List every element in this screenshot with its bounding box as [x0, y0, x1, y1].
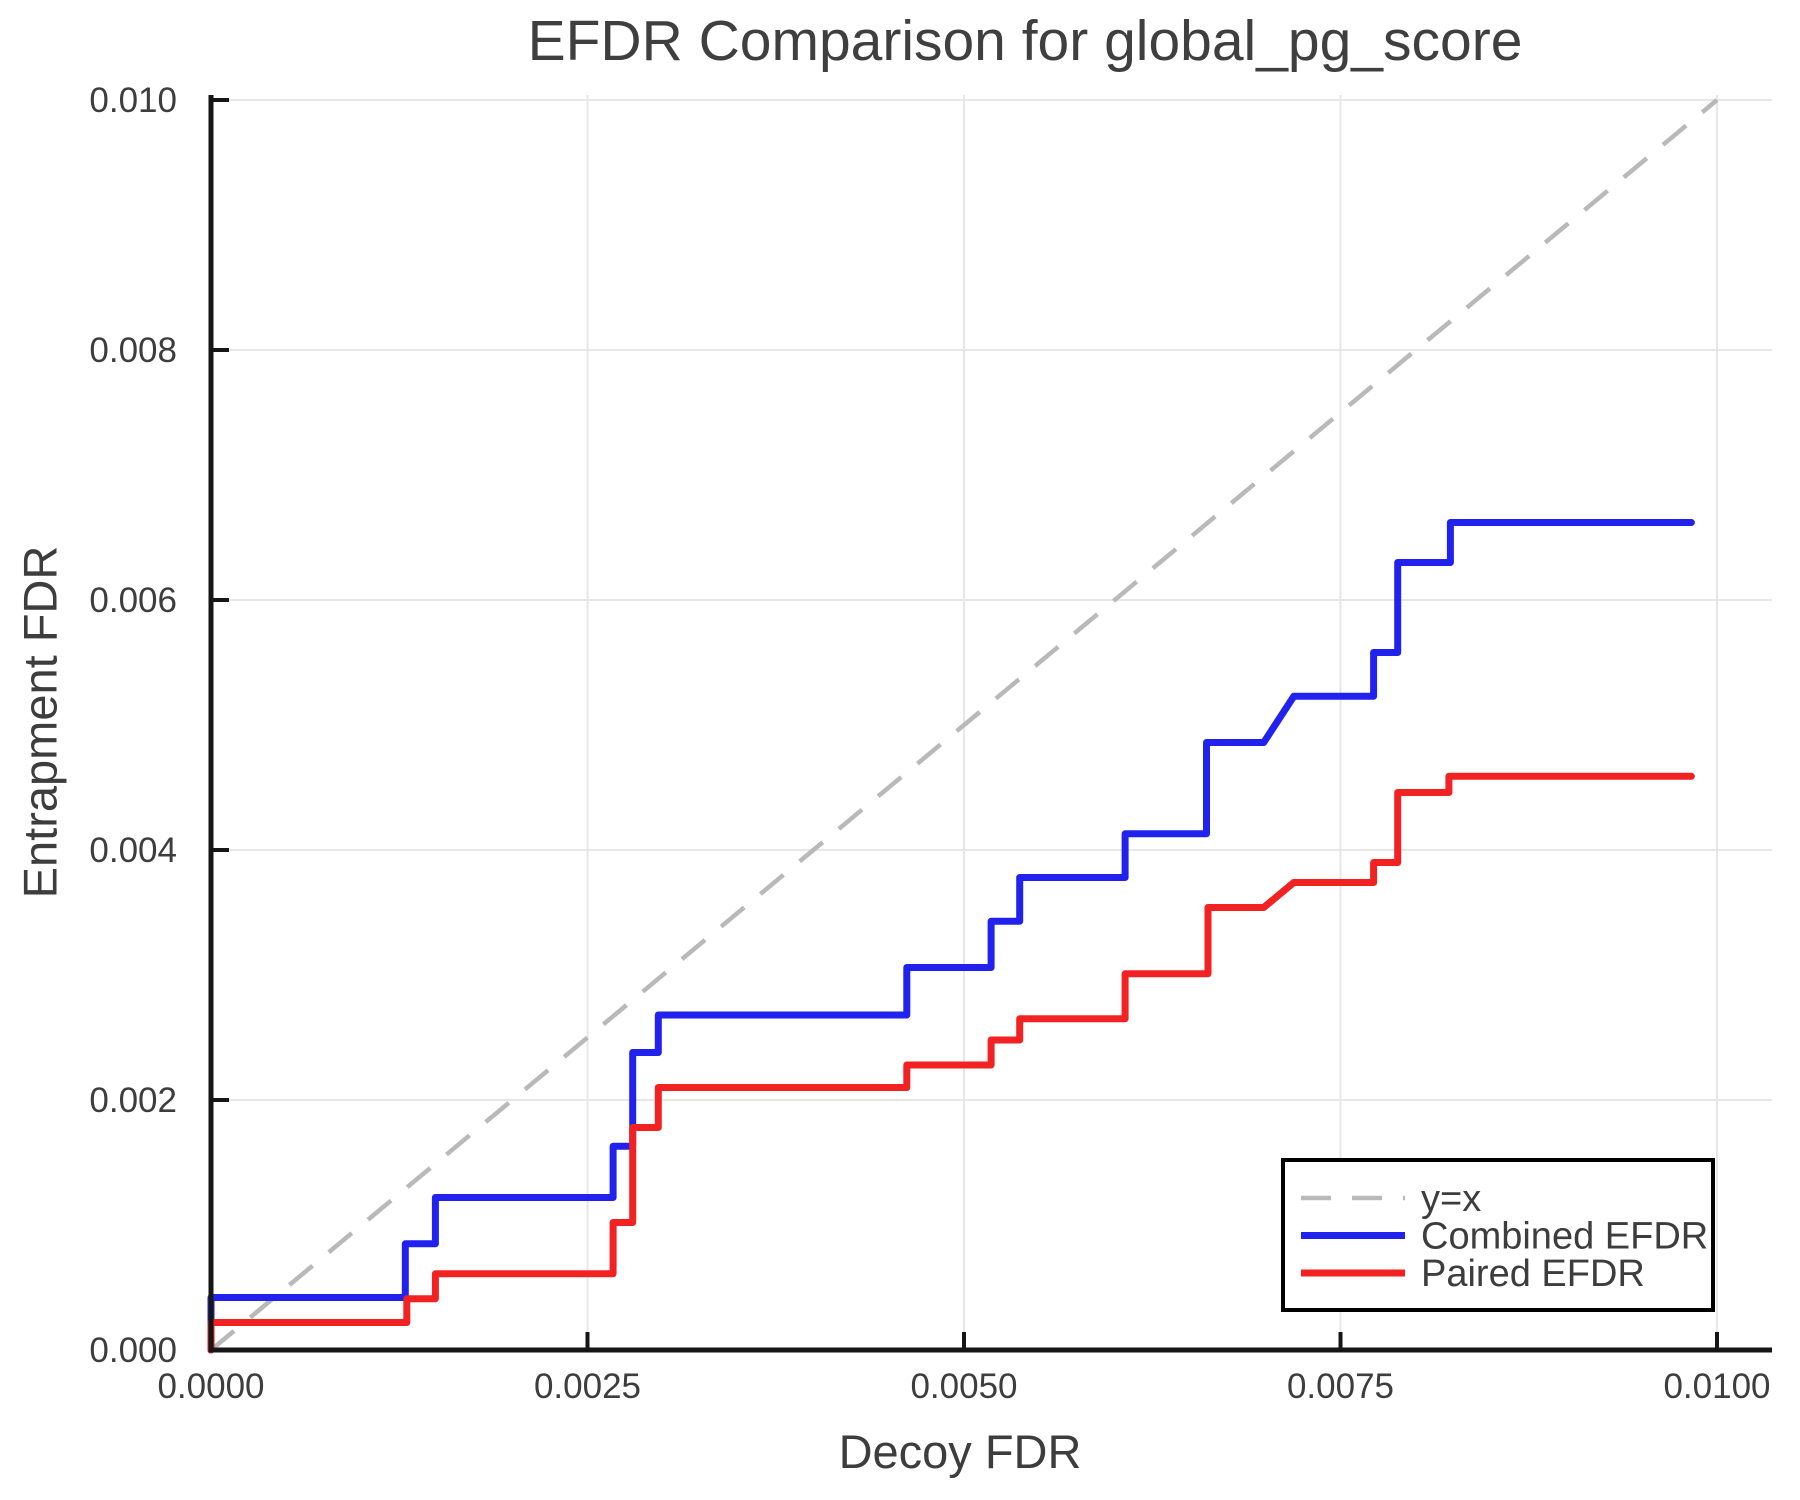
y-tick-label: 0.004: [89, 831, 177, 870]
paired-efdr-line: [207, 772, 1695, 1354]
y-equals-x-line: [209, 98, 1719, 1352]
x-tick-label: 0.0075: [1287, 1367, 1394, 1406]
legend-label-y-x: y=x: [1421, 1178, 1481, 1220]
legend-label-combined-efdr: Combined EFDR: [1421, 1216, 1708, 1258]
x-tick-label: 0.0000: [157, 1367, 264, 1406]
y-tick-label: 0.002: [89, 1081, 177, 1120]
x-tick-label: 0.0100: [1663, 1367, 1770, 1406]
y-tick-label: 0.000: [89, 1331, 177, 1370]
chart-title: EFDR Comparison for global_pg_score: [527, 9, 1523, 73]
y-tick-label: 0.006: [89, 581, 177, 620]
y-tick-label: 0.008: [89, 331, 177, 370]
y-tick-label: 0.010: [89, 81, 177, 120]
x-tick-label: 0.0050: [910, 1367, 1017, 1406]
legend-label-paired-efdr: Paired EFDR: [1421, 1253, 1645, 1295]
x-axis-label: Decoy FDR: [838, 1425, 1082, 1478]
x-tick-label: 0.0025: [534, 1367, 641, 1406]
y-axis-label: Entrapment FDR: [13, 545, 67, 899]
combined-efdr-line: [207, 519, 1695, 1354]
